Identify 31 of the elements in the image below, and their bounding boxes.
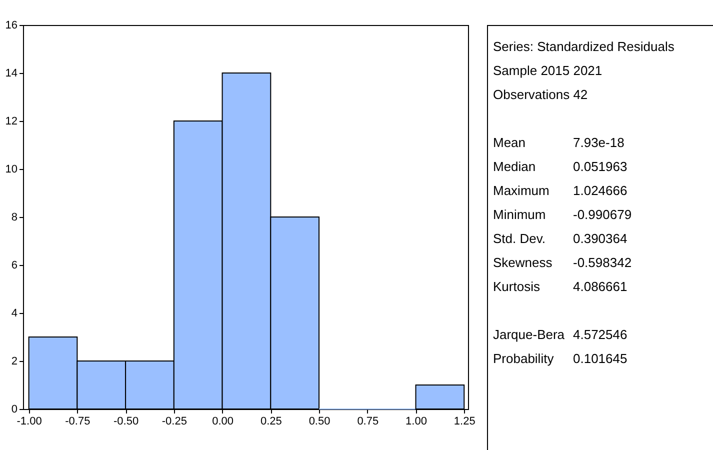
y-tick-label: 2 — [11, 356, 18, 368]
x-tick-label: -0.75 — [65, 416, 90, 428]
y-tick-label: 10 — [5, 164, 18, 176]
text: Observations 42 — [493, 87, 588, 102]
text: Minimum -0.990679 — [493, 207, 632, 222]
text: Median 0.051963 — [493, 159, 628, 174]
text: Probability 0.101645 — [493, 351, 628, 366]
text: Series: Standardized Residuals — [493, 39, 675, 54]
text: Skewness -0.598342 — [493, 255, 632, 270]
y-tick-label: 6 — [11, 260, 18, 272]
text: Mean 7.93e-18 — [493, 135, 624, 150]
y-tick-label: 4 — [11, 308, 18, 320]
x-tick-label: -0.25 — [162, 416, 187, 428]
y-tick-label: 0 — [11, 404, 18, 416]
x-tick-label: 0.50 — [308, 416, 330, 428]
x-tick-label: 0.75 — [357, 416, 379, 428]
text: Jarque-Bera 4.572546 — [493, 327, 628, 342]
y-tick-label: 12 — [5, 116, 18, 128]
text: Kurtosis 4.086661 — [493, 279, 628, 294]
y-tick-label: 16 — [5, 20, 18, 32]
text: Sample 2015 2021 — [493, 63, 602, 78]
y-tick-label: 14 — [5, 68, 18, 80]
x-tick-label: 1.00 — [406, 416, 427, 428]
x-tick-label: 1.25 — [454, 416, 476, 428]
x-tick-label: -0.50 — [114, 416, 139, 428]
y-tick-label: 8 — [11, 212, 18, 224]
x-tick-label: 0.25 — [260, 416, 282, 428]
text: Maximum 1.024666 — [493, 183, 628, 198]
x-tick-label: -1.00 — [16, 416, 42, 428]
text: Std. Dev. 0.390364 — [493, 231, 628, 246]
x-tick-label: 0.00 — [212, 416, 234, 428]
